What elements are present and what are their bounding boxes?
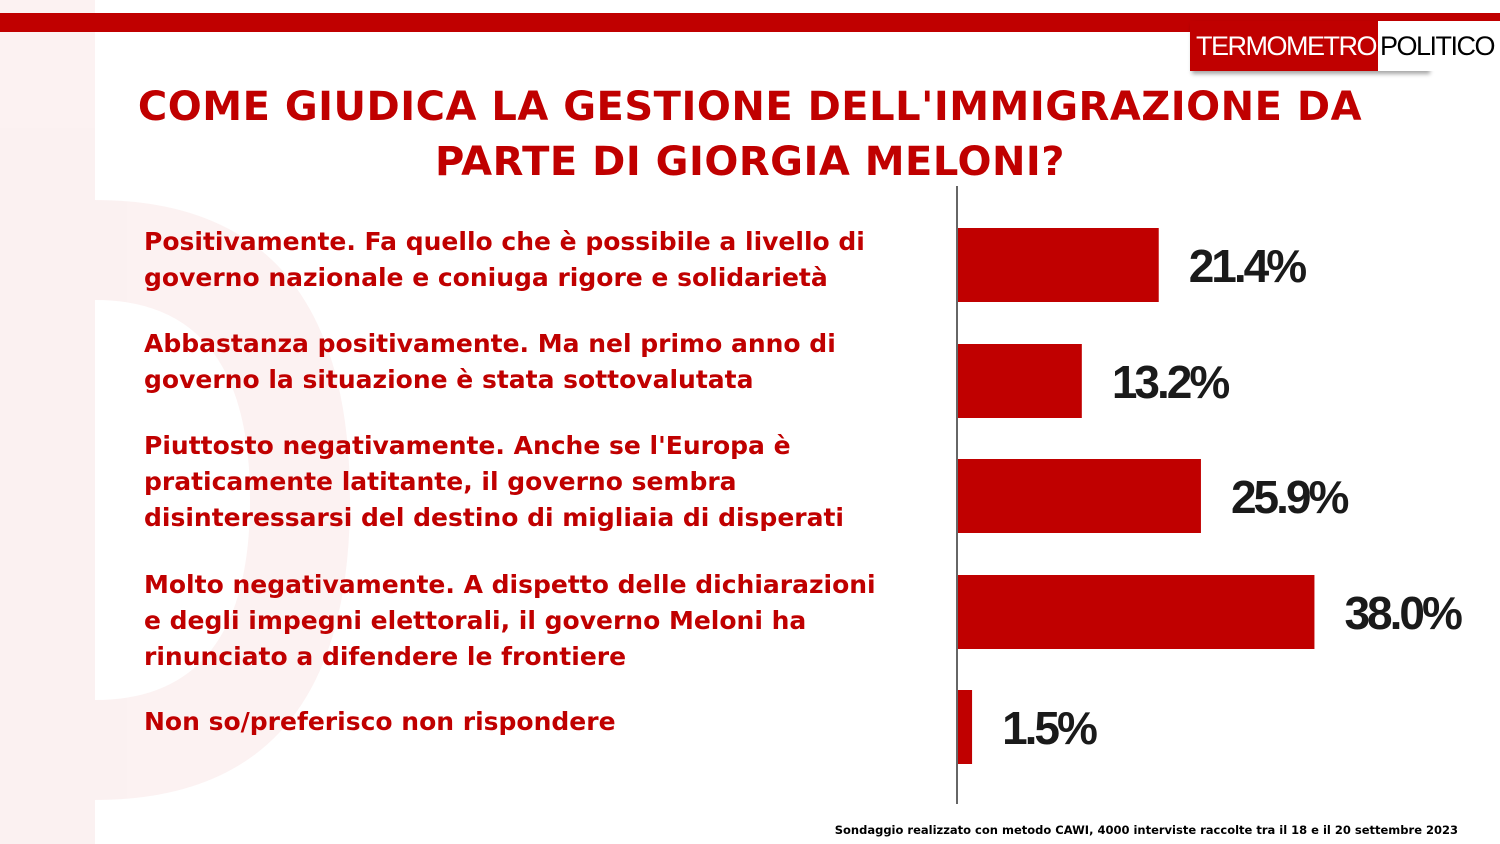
top-red-band: [0, 13, 1500, 32]
logo-left-text: TERMOMETRO: [1190, 21, 1378, 71]
bar: [958, 575, 1315, 649]
answer-label: Molto negativamente. A dispetto delle di…: [144, 567, 944, 675]
bar: [958, 690, 973, 764]
title-line-2: PARTE DI GIORGIA MELONI?: [434, 139, 1066, 185]
answer-line: Positivamente. Fa quello che è possibile…: [144, 227, 865, 256]
bar: [958, 228, 1159, 302]
bar-value-label: 25.9%: [1231, 471, 1349, 523]
termometro-politico-logo: TERMOMETRO POLITICO: [1190, 21, 1500, 71]
answer-line: disinteressarsi del destino di migliaia …: [144, 503, 844, 532]
answer-line: praticamente latitante, il governo sembr…: [144, 467, 737, 496]
answer-line: Non so/preferisco non rispondere: [144, 707, 616, 736]
bar-value-label: 21.4%: [1189, 240, 1307, 292]
answer-label: Piuttosto negativamente. Anche se l'Euro…: [144, 428, 944, 536]
answer-line: Abbastanza positivamente. Ma nel primo a…: [144, 329, 836, 358]
answer-label: Non so/preferisco non rispondere: [144, 704, 944, 740]
bar-value-label: 1.5%: [1002, 702, 1097, 754]
bar: [958, 459, 1201, 533]
page-title: COME GIUDICA LA GESTIONE DELL'IMMIGRAZIO…: [40, 80, 1460, 190]
answer-line: Molto negativamente. A dispetto delle di…: [144, 570, 876, 599]
answer-line: governo nazionale e coniuga rigore e sol…: [144, 263, 828, 292]
answer-label: Positivamente. Fa quello che è possibile…: [144, 224, 944, 296]
answer-line: e degli impegni elettorali, il governo M…: [144, 606, 807, 635]
survey-footnote: Sondaggio realizzato con metodo CAWI, 40…: [834, 823, 1458, 837]
answer-line: Piuttosto negativamente. Anche se l'Euro…: [144, 431, 791, 460]
answer-line: rinunciato a difendere le frontiere: [144, 642, 627, 671]
answer-label: Abbastanza positivamente. Ma nel primo a…: [144, 326, 944, 398]
bar-value-label: 38.0%: [1344, 587, 1462, 639]
title-line-1: COME GIUDICA LA GESTIONE DELL'IMMIGRAZIO…: [137, 84, 1363, 130]
logo-right-text: POLITICO: [1378, 21, 1500, 71]
bar: [958, 344, 1082, 418]
answer-line: governo la situazione è stata sottovalut…: [144, 365, 754, 394]
bar-value-label: 13.2%: [1112, 356, 1230, 408]
